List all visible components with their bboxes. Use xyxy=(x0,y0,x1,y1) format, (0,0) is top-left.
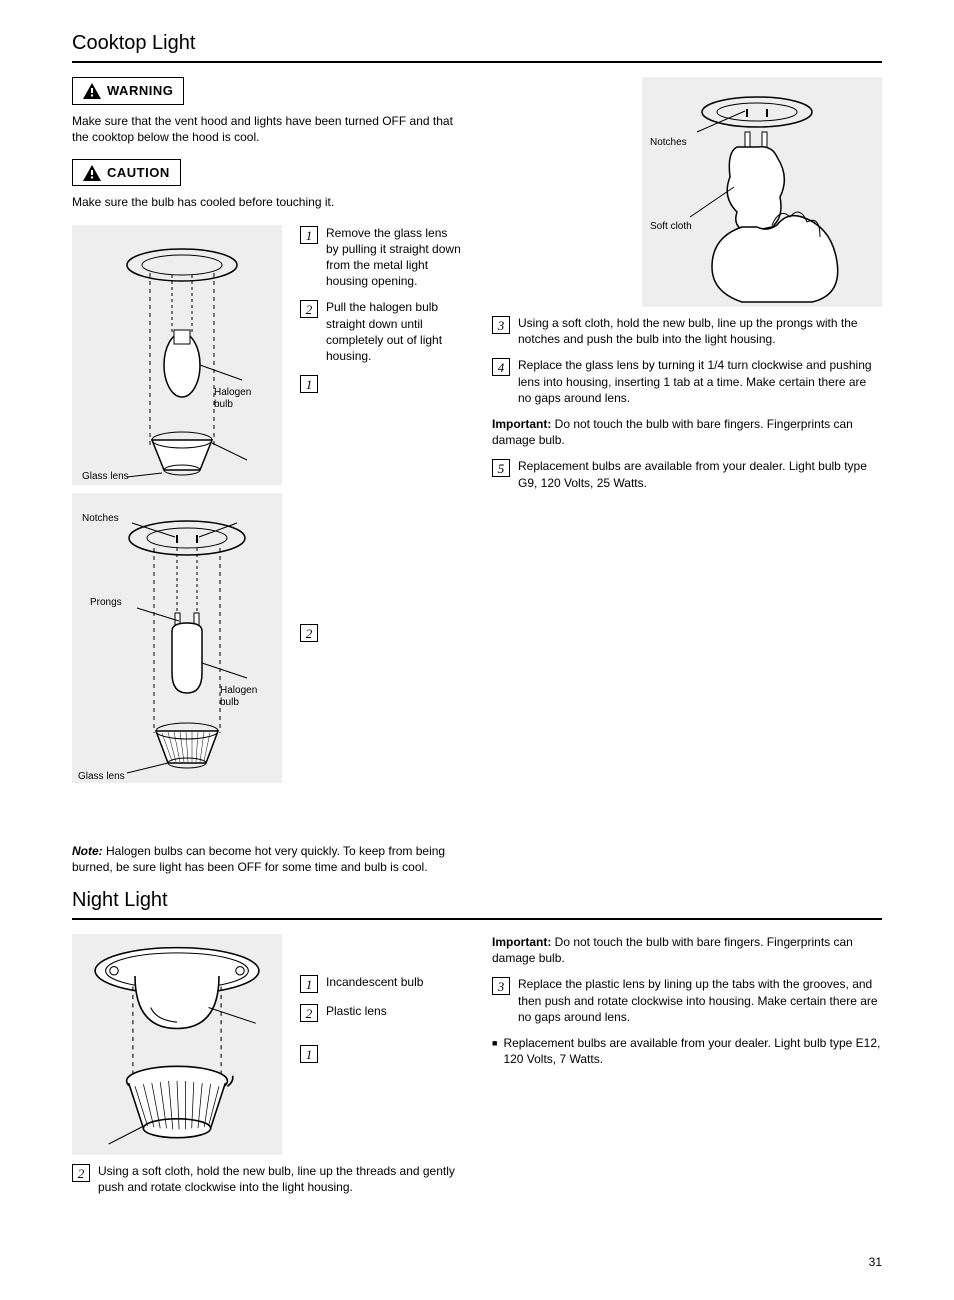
fig-label: bulb xyxy=(214,399,233,410)
step-text: Incandescent bulb xyxy=(326,974,462,990)
important-note: Important: Do not touch the bulb with ba… xyxy=(492,416,882,448)
bullet-item: Replacement bulbs are available from you… xyxy=(492,1035,882,1067)
step-text: Replace the glass lens by turning it 1/4… xyxy=(518,357,882,406)
svg-text:Notches: Notches xyxy=(650,137,687,148)
step-number: 1 xyxy=(300,1045,318,1063)
step-number: 1 xyxy=(300,375,318,393)
fig-label: Glass lens xyxy=(82,471,129,482)
figure-prongs: Notches Prongs Halogen bulb Glass lens xyxy=(72,493,282,783)
step-number: 2 xyxy=(300,300,318,318)
caution-box: CAUTION xyxy=(72,159,181,187)
divider xyxy=(72,61,882,63)
note-text: Note: Halogen bulbs can become hot very … xyxy=(72,843,462,875)
figure-nightlight xyxy=(72,934,282,1155)
step-text: Replace the plastic lens by lining up th… xyxy=(518,976,882,1025)
important-note: Important: Do not touch the bulb with ba… xyxy=(492,934,882,966)
svg-text:bulb: bulb xyxy=(220,697,239,708)
alert-icon xyxy=(83,83,101,99)
step-text: Replacement bulbs are available from you… xyxy=(518,458,882,490)
step-text: Pull the halogen bulb straight down unti… xyxy=(326,299,462,364)
svg-text:Prongs: Prongs xyxy=(90,597,122,608)
caution-text: Make sure the bulb has cooled before tou… xyxy=(72,194,462,210)
step-number: 1 xyxy=(300,975,318,993)
step-number: 2 xyxy=(72,1164,90,1182)
svg-text:Soft cloth: Soft cloth xyxy=(650,221,692,232)
step-number: 2 xyxy=(300,1004,318,1022)
step-number: 5 xyxy=(492,459,510,477)
step-text: Plastic lens xyxy=(326,1003,462,1019)
warning-text: Make sure that the vent hood and lights … xyxy=(72,113,462,145)
step-number: 1 xyxy=(300,226,318,244)
step-text: Remove the glass lens by pulling it stra… xyxy=(326,225,462,290)
step-text: Using a soft cloth, hold the new bulb, l… xyxy=(518,315,882,347)
step-number: 3 xyxy=(492,316,510,334)
warning-label: WARNING xyxy=(107,82,173,100)
figure-hand-cloth: Notches Soft cloth xyxy=(642,77,882,307)
section-title-cooktop: Cooktop Light xyxy=(72,30,882,57)
svg-text:Glass lens: Glass lens xyxy=(78,771,125,782)
svg-text:Notches: Notches xyxy=(82,513,119,524)
section-title-night: Night Light xyxy=(72,887,882,914)
divider xyxy=(72,918,882,920)
step-number: 2 xyxy=(300,624,318,642)
caution-label: CAUTION xyxy=(107,164,170,182)
fig-label: Halogen xyxy=(214,387,251,398)
alert-icon xyxy=(83,165,101,181)
step-number: 3 xyxy=(492,977,510,995)
figure-lens-bulb: Glass lens Halogen bulb xyxy=(72,225,282,485)
svg-text:Halogen: Halogen xyxy=(220,685,257,696)
page-number: 31 xyxy=(72,1254,882,1270)
step-text: Using a soft cloth, hold the new bulb, l… xyxy=(98,1163,462,1195)
warning-box: WARNING xyxy=(72,77,184,105)
step-number: 4 xyxy=(492,358,510,376)
